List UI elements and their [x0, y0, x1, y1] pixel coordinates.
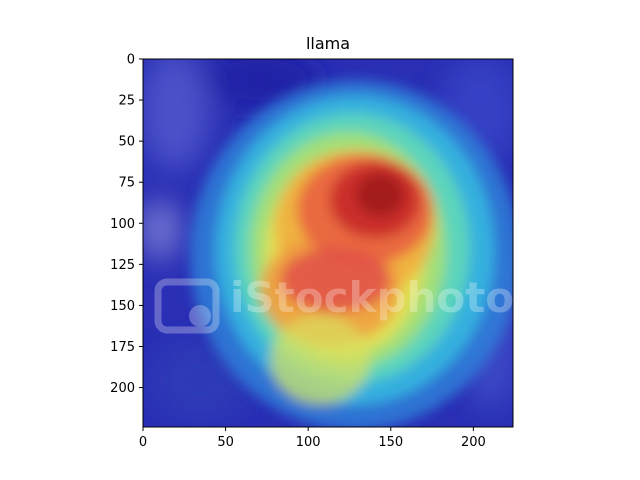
y-tick-label: 125 [110, 258, 135, 273]
x-tick-label: 100 [296, 435, 321, 450]
y-tick-label: 25 [118, 94, 135, 109]
y-tick-label: 75 [118, 176, 135, 191]
watermark: iStockphoto [154, 273, 514, 334]
y-tick-label: 175 [110, 340, 135, 355]
x-tick-label: 200 [461, 435, 486, 450]
heatmap-image [143, 59, 513, 427]
y-axis: 0 25 50 75 100 125 150 175 200 [110, 53, 143, 396]
x-axis: 0 50 100 150 200 [139, 427, 486, 450]
y-tick-label: 150 [110, 299, 135, 314]
y-tick-label: 50 [118, 135, 135, 150]
axes-frame [142, 58, 514, 428]
x-tick-label: 50 [217, 435, 234, 450]
camera-logo-icon [154, 278, 220, 334]
watermark-text: iStockphoto [230, 273, 514, 322]
x-tick-label: 150 [378, 435, 403, 450]
chart-title: llama [306, 34, 350, 53]
y-tick-label: 200 [110, 381, 135, 396]
x-tick-label: 0 [139, 435, 147, 450]
y-tick-label: 100 [110, 217, 135, 232]
y-tick-label: 0 [127, 53, 135, 68]
